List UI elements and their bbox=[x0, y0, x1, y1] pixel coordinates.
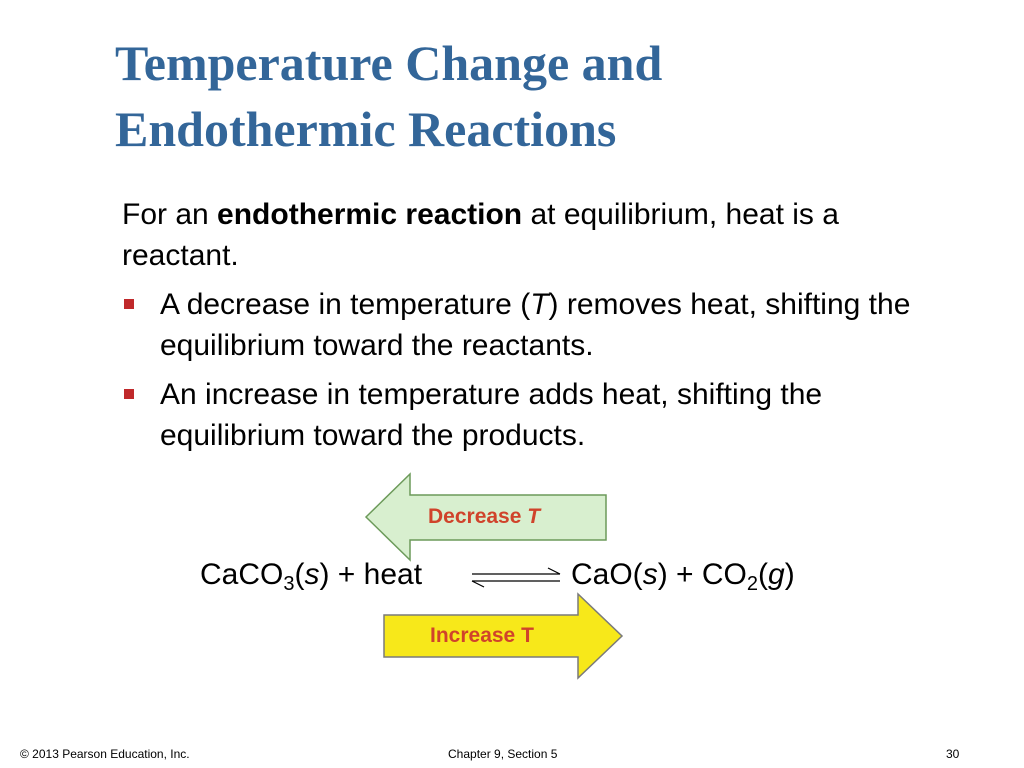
text-run: ) bbox=[784, 558, 795, 591]
text-run: CaCO bbox=[200, 558, 284, 591]
subscript: 2 bbox=[746, 573, 758, 595]
text-run: An increase in temperature adds heat, sh… bbox=[160, 378, 823, 452]
text-run: ( bbox=[294, 558, 305, 591]
footer-copyright: © 2013 Pearson Education, Inc. bbox=[20, 747, 190, 761]
bold-run: endothermic reaction bbox=[217, 198, 523, 231]
bullet-marker bbox=[124, 389, 134, 399]
subscript: 3 bbox=[283, 573, 295, 595]
title-line: Endothermic Reactions bbox=[115, 101, 617, 157]
italic-run: s bbox=[642, 558, 658, 591]
text-run: ) + CO bbox=[657, 558, 747, 591]
title-line: Temperature Change and bbox=[115, 35, 663, 91]
intro-text: For an endothermic reaction at equilibri… bbox=[122, 194, 952, 276]
text-run: ) removes heat, shifting the equilibrium… bbox=[160, 288, 911, 362]
italic-run: s bbox=[304, 558, 320, 591]
equilibrium-arrows bbox=[471, 567, 561, 588]
text-run: ( bbox=[758, 558, 768, 591]
text-run: Decrease bbox=[428, 505, 528, 528]
bullet-item: An increase in temperature adds heat, sh… bbox=[124, 374, 965, 456]
slide-title: Temperature Change and Endothermic React… bbox=[115, 30, 662, 162]
text-run: at equilibrium, heat is a reactant. bbox=[122, 198, 839, 272]
footer-chapter: Chapter 9, Section 5 bbox=[448, 747, 558, 761]
footer-page-number: 30 bbox=[946, 747, 960, 761]
italic-run: g bbox=[768, 558, 785, 591]
equation-left: CaCO3(s) + heat bbox=[200, 558, 423, 595]
equation-right: CaO(s) + CO2(g) bbox=[571, 558, 795, 595]
italic-run: T bbox=[527, 505, 541, 528]
increase-label: Increase T bbox=[430, 624, 534, 647]
decrease-label: Decrease T bbox=[428, 505, 540, 529]
text-run: For an bbox=[122, 198, 218, 231]
text-run: CaO( bbox=[571, 558, 643, 591]
increase-arrow bbox=[383, 592, 624, 680]
italic-run: T bbox=[530, 288, 549, 321]
decrease-arrow bbox=[364, 472, 607, 562]
text-run: A decrease in temperature ( bbox=[160, 288, 531, 321]
text-run: ) + heat bbox=[319, 558, 423, 591]
bullet-item: A decrease in temperature (T) removes he… bbox=[124, 284, 965, 366]
bullet-marker bbox=[124, 299, 134, 309]
